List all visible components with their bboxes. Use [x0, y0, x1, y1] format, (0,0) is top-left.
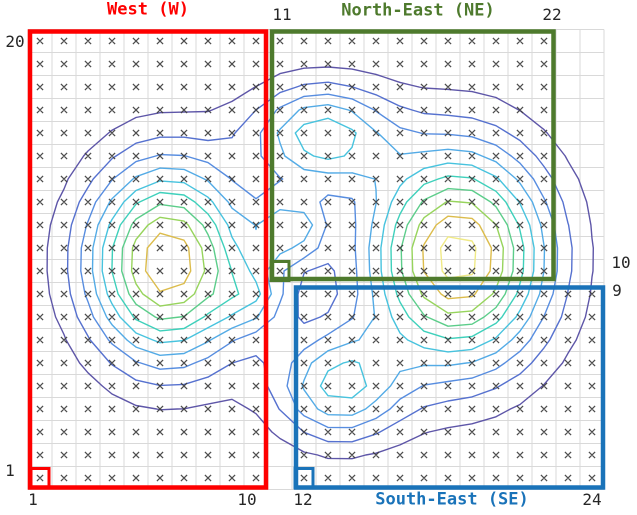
col-label-10: 10 — [237, 490, 257, 509]
grid-lines — [27, 29, 605, 490]
region-rect-NE — [269, 29, 556, 282]
region-rectangles — [27, 29, 606, 490]
region-rect-SE — [293, 285, 606, 490]
markers-region-NE — [276, 37, 548, 275]
region-rect-W — [27, 29, 269, 490]
col-label-22: 22 — [542, 5, 562, 24]
row-label-20: 20 — [5, 32, 25, 51]
origin-cell-W — [29, 467, 51, 489]
markers-region-W — [36, 37, 260, 482]
col-label-24: 24 — [582, 490, 602, 509]
row-label-1: 1 — [5, 461, 15, 480]
col-label-1: 1 — [28, 490, 38, 509]
row-label-10-right: 10 — [611, 253, 631, 272]
west-region-title: West (W) — [107, 0, 189, 20]
south-east-region-title: South-East (SE) — [375, 489, 529, 510]
row-label-9-right: 9 — [612, 281, 622, 300]
north-east-region-title: North-East (NE) — [341, 0, 495, 21]
col-label-12: 12 — [293, 490, 313, 509]
markers-region-SE — [300, 290, 596, 482]
col-label-11: 11 — [272, 5, 292, 24]
origin-cell-NE — [269, 260, 291, 282]
origin-cell-SE — [293, 467, 315, 489]
contour-lines — [46, 66, 594, 460]
grid-point-markers — [36, 37, 596, 482]
